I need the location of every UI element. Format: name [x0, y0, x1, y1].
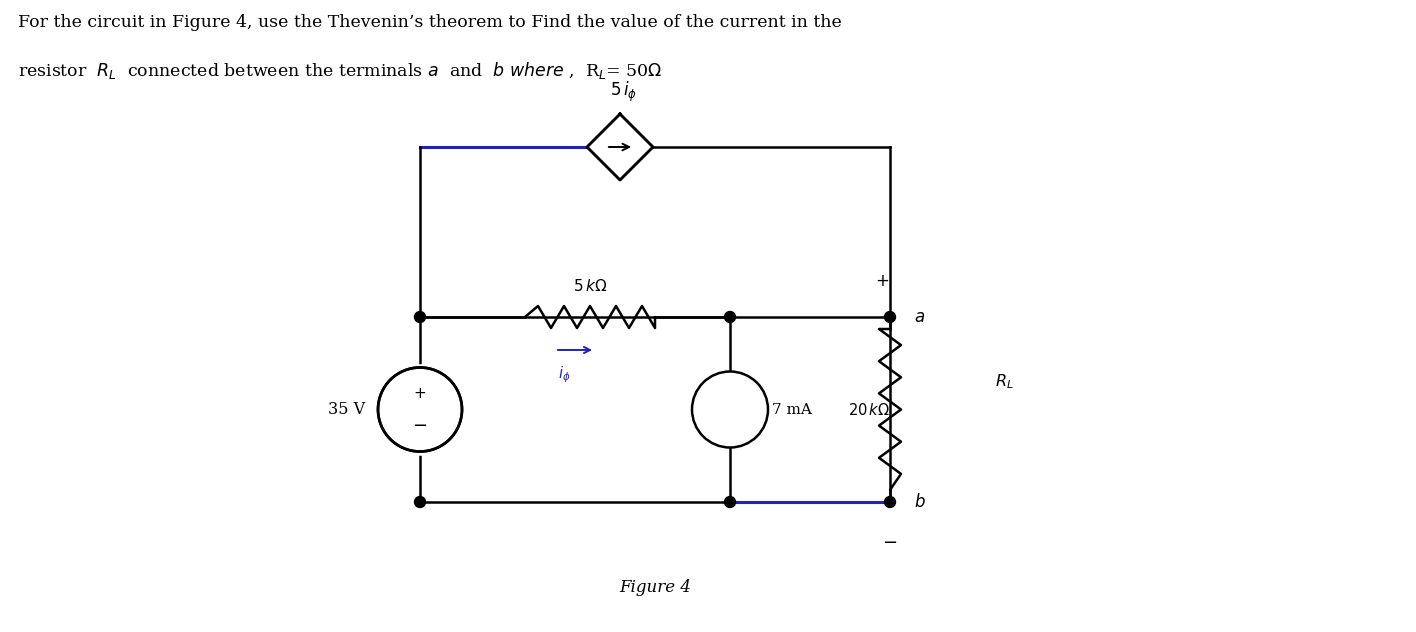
Text: $i_\phi$: $i_\phi$ — [558, 364, 571, 385]
Circle shape — [885, 312, 895, 322]
Text: For the circuit in Figure 4, use the Thevenin’s theorem to Find the value of the: For the circuit in Figure 4, use the The… — [18, 14, 841, 31]
Text: +: + — [413, 386, 426, 401]
Circle shape — [885, 497, 895, 507]
Circle shape — [692, 372, 767, 447]
Text: 35 V: 35 V — [329, 401, 365, 418]
Text: −: − — [412, 418, 428, 435]
Text: resistor  $R_L$  connected between the terminals $a$  and  $b$ $where$ ,  R$_L$=: resistor $R_L$ connected between the ter… — [18, 60, 663, 81]
Text: +: + — [875, 272, 889, 290]
Circle shape — [415, 312, 425, 322]
Text: $5\,k\Omega$: $5\,k\Omega$ — [573, 278, 607, 294]
Text: $R_L$: $R_L$ — [995, 373, 1014, 391]
Circle shape — [725, 312, 735, 322]
Text: $b$: $b$ — [913, 493, 926, 511]
Text: $20\,k\Omega$: $20\,k\Omega$ — [848, 402, 891, 418]
Text: $a$: $a$ — [913, 308, 925, 325]
Text: 7 mA: 7 mA — [772, 403, 811, 417]
Circle shape — [415, 497, 425, 507]
Circle shape — [725, 497, 735, 507]
Text: Figure 4: Figure 4 — [619, 578, 691, 595]
Text: −: − — [882, 534, 898, 552]
Text: $5\,i_\phi$: $5\,i_\phi$ — [610, 80, 637, 104]
